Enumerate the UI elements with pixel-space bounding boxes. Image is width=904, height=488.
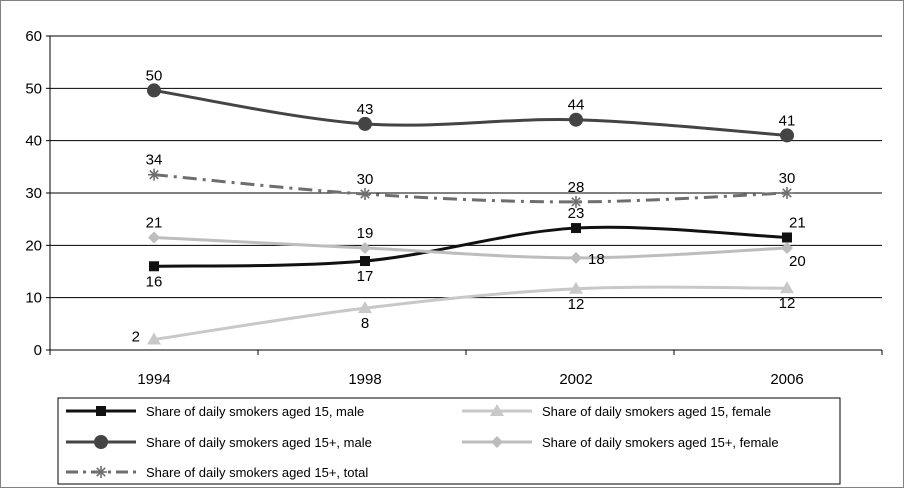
legend-marker-f15	[490, 404, 504, 416]
legend-box	[57, 397, 841, 485]
data-label-m15: 17	[357, 268, 374, 285]
data-label-f15p: 18	[588, 251, 605, 268]
legend-label: Share of daily smokers aged 15+, female	[542, 435, 779, 450]
data-point-m15	[149, 261, 159, 272]
data-point-f15p	[359, 241, 371, 254]
data-point-f15p	[570, 251, 582, 264]
series-line-m15p	[153, 88, 788, 137]
data-point-f15	[780, 281, 794, 294]
data-label-t15p: 30	[357, 171, 374, 188]
data-label-f15: 12	[779, 295, 796, 312]
data-point-m15p	[147, 83, 161, 98]
legend-marker-m15	[96, 406, 106, 416]
legend-label: Share of daily smokers aged 15, female	[542, 404, 771, 419]
data-label-m15p: 44	[568, 97, 585, 114]
legend-item-f15: Share of daily smokers aged 15, female	[462, 404, 771, 419]
data-point-t15p	[359, 188, 371, 201]
legend-item-f15p: Share of daily smokers aged 15+, female	[462, 435, 779, 450]
y-tick-label: 40	[25, 133, 42, 150]
legend-label: Share of daily smokers aged 15+, male	[146, 435, 372, 450]
x-tick-label: 1994	[137, 371, 170, 388]
data-label-m15p: 43	[357, 101, 374, 118]
y-tick-label: 10	[25, 290, 42, 307]
data-label-m15: 23	[568, 205, 585, 222]
data-label-t15p: 34	[146, 152, 163, 169]
data-point-m15p	[780, 128, 794, 143]
legend-label: Share of daily smokers aged 15+, total	[146, 465, 368, 480]
data-point-t15p	[781, 187, 793, 199]
data-point-f15p	[148, 231, 160, 244]
data-point-m15p	[569, 112, 583, 127]
data-label-t15p: 30	[779, 170, 796, 187]
data-label-f15p: 21	[146, 214, 163, 231]
data-label-f15: 12	[568, 296, 585, 313]
data-point-f15	[358, 301, 372, 314]
data-point-t15p	[148, 168, 160, 181]
data-label-m15p: 41	[779, 112, 796, 129]
y-tick-label: 20	[25, 237, 42, 254]
data-label-m15: 16	[146, 273, 163, 290]
data-point-t15p	[570, 195, 582, 208]
data-point-f15p	[781, 241, 793, 254]
x-tick-label: 1998	[348, 371, 381, 388]
x-tick-label: 2006	[770, 371, 803, 388]
data-label-f15p: 20	[789, 253, 806, 270]
y-tick-label: 60	[25, 28, 42, 45]
data-point-m15	[571, 223, 581, 234]
legend: Share of daily smokers aged 15, male Shar…	[57, 397, 841, 485]
legend-item-t15p: Share of daily smokers aged 15+, total	[66, 465, 368, 480]
legend-marker-t15p	[95, 466, 107, 478]
data-label-f15p: 19	[357, 225, 374, 242]
data-label-m15: 21	[789, 214, 806, 231]
y-tick-label: 30	[25, 185, 42, 202]
x-tick-label: 2002	[559, 371, 592, 388]
legend-item-m15: Share of daily smokers aged 15, male	[66, 404, 364, 419]
series-line-f15p	[153, 235, 788, 260]
data-point-m15	[360, 256, 370, 267]
legend-marker-f15p	[491, 436, 503, 448]
data-label-m15p: 50	[146, 67, 163, 84]
series-line-m15	[153, 225, 788, 268]
series-line-f15	[153, 285, 788, 342]
legend-label: Share of daily smokers aged 15, male	[146, 404, 364, 419]
legend-marker-m15p	[94, 435, 108, 449]
data-point-m15	[782, 232, 792, 243]
data-label-t15p: 28	[568, 179, 585, 196]
data-label-f15: 8	[361, 315, 369, 332]
data-label-f15: 2	[132, 329, 140, 346]
y-tick-label: 50	[25, 80, 42, 97]
data-point-f15	[147, 332, 161, 345]
legend-item-m15p: Share of daily smokers aged 15+, male	[66, 435, 372, 450]
data-point-f15	[569, 281, 583, 294]
y-tick-label: 0	[34, 342, 42, 359]
series-line-t15p	[153, 173, 788, 204]
data-point-m15p	[358, 116, 372, 131]
